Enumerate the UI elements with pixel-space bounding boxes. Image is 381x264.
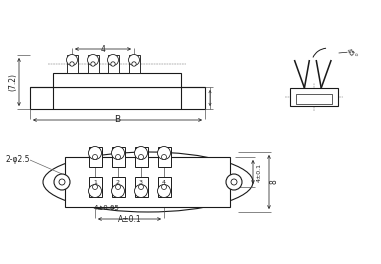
Ellipse shape [134,147,147,159]
Ellipse shape [43,152,253,212]
Bar [135,147,148,167]
Text: 8: 8 [269,180,279,184]
Circle shape [139,154,144,159]
Circle shape [59,179,65,185]
Circle shape [162,185,166,190]
Circle shape [70,62,74,66]
Bar [112,147,125,167]
Circle shape [54,174,70,190]
Text: 4±0.1: 4±0.1 [256,163,261,182]
Text: 4±0.05: 4±0.05 [94,205,119,211]
Circle shape [115,154,120,159]
Bar [290,88,338,106]
Ellipse shape [134,185,147,197]
Circle shape [226,174,242,190]
Circle shape [139,185,144,190]
Bar [65,157,230,207]
Circle shape [93,185,98,190]
Text: 1: 1 [93,180,97,185]
Ellipse shape [88,185,101,197]
Circle shape [231,179,237,185]
Bar [296,94,332,104]
Bar [112,177,125,197]
Text: 4: 4 [101,45,106,54]
Ellipse shape [88,54,99,65]
Bar [135,177,148,197]
Ellipse shape [67,54,77,65]
Circle shape [91,62,95,66]
Text: 3: 3 [139,180,143,185]
Bar [88,55,99,73]
Text: 2-φ2.5: 2-φ2.5 [5,155,29,164]
Bar [30,87,205,109]
Text: 2: 2 [116,180,120,185]
Ellipse shape [128,54,139,65]
Bar [129,55,140,73]
Circle shape [93,154,98,159]
Text: 4: 4 [162,180,166,185]
Ellipse shape [112,147,125,159]
Ellipse shape [112,185,125,197]
Bar [158,177,171,197]
Circle shape [162,154,166,159]
Ellipse shape [157,185,171,197]
Bar [108,55,119,73]
Text: 45°: 45° [346,48,359,61]
Bar [67,55,78,73]
Circle shape [132,62,136,66]
Bar [89,147,102,167]
Text: A±0.1: A±0.1 [118,214,141,224]
Text: (7.2): (7.2) [8,73,18,91]
Bar [53,73,181,87]
Bar [158,147,171,167]
Text: B: B [114,116,120,125]
Bar [89,177,102,197]
Ellipse shape [107,54,118,65]
Ellipse shape [88,147,101,159]
Circle shape [111,62,115,66]
Ellipse shape [157,147,171,159]
Circle shape [115,185,120,190]
